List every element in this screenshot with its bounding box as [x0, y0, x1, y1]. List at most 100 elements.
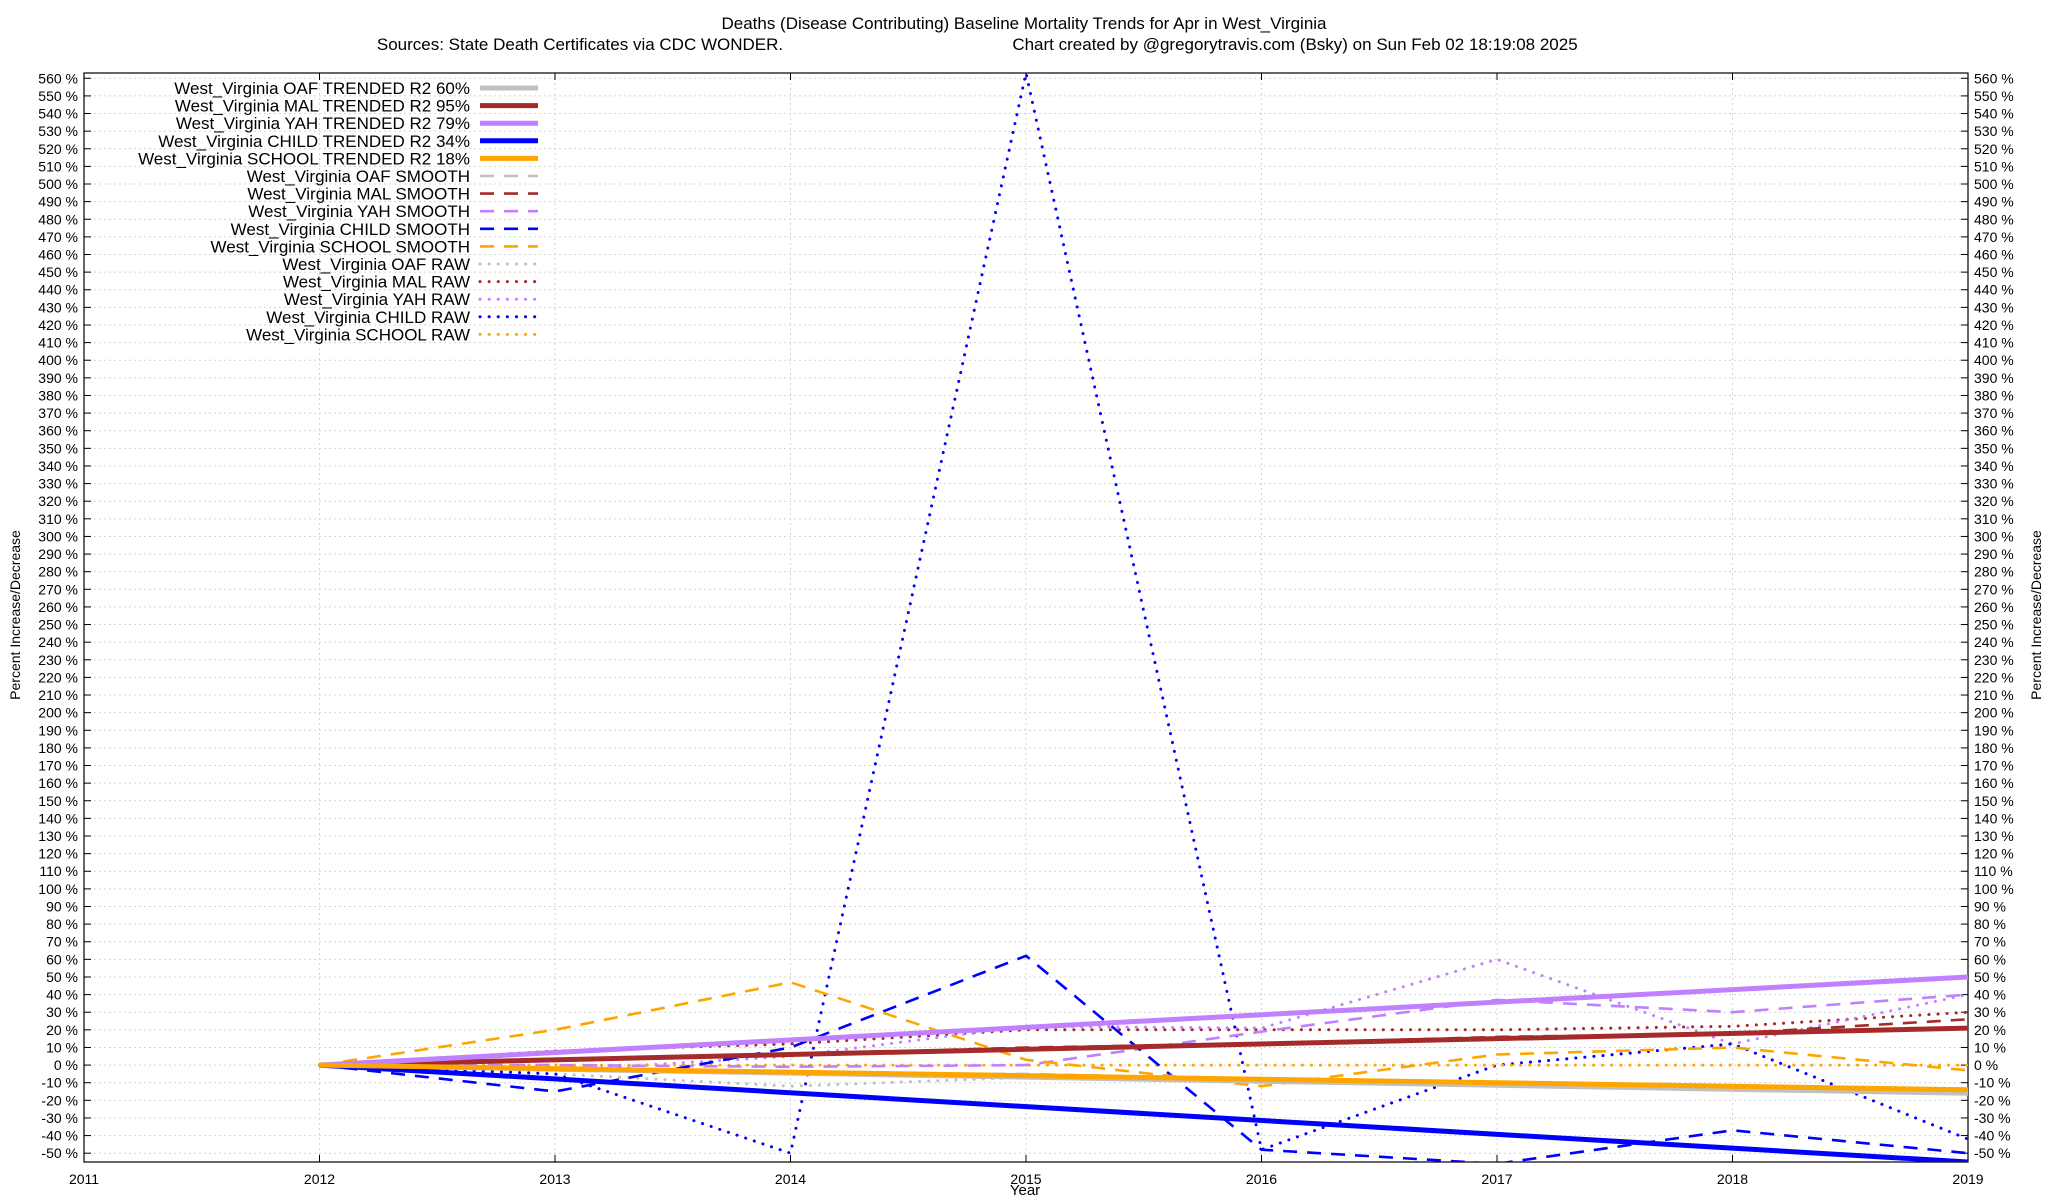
y-tick-label: 430 % — [38, 299, 78, 315]
y-axis-label-left: Percent Increase/Decrease — [7, 530, 23, 700]
x-axis: 2011 2012 2013 2014 2015 2016 2017 2018 2019 — [69, 73, 1984, 1187]
y-tick-label: 90 % — [46, 898, 78, 914]
y-tick-label-right: 470 % — [1974, 229, 2014, 245]
y-tick-label-right: 310 % — [1974, 511, 2014, 527]
y-tick-label-right: -20 % — [1974, 1092, 2011, 1108]
y-tick-label: -20 % — [41, 1092, 78, 1108]
y-tick-label-right: 510 % — [1974, 158, 2014, 174]
y-tick-label-right: 210 % — [1974, 687, 2014, 703]
y-tick-label: 350 % — [38, 440, 78, 456]
x-tick-label: 2013 — [539, 1171, 570, 1187]
y-tick-label: 100 % — [38, 881, 78, 897]
y-tick-label: 110 % — [39, 863, 78, 879]
y-tick-label: 240 % — [38, 634, 78, 650]
y-tick-label-right: 440 % — [1974, 282, 2014, 298]
y-tick-label: 120 % — [38, 846, 78, 862]
y-tick-label: 20 % — [46, 1022, 78, 1038]
y-tick-label: 170 % — [38, 758, 78, 774]
y-tick-label: 500 % — [38, 176, 78, 192]
y-tick-label: 130 % — [38, 828, 78, 844]
legend-label: West_Virginia CHILD SMOOTH — [231, 220, 470, 239]
y-tick-label-right: 80 % — [1974, 916, 2006, 932]
y-tick-label-right: 360 % — [1974, 423, 2014, 439]
y-tick-label: 420 % — [38, 317, 78, 333]
legend-label: West_Virginia YAH TRENDED R2 79% — [176, 114, 470, 133]
x-axis-label: Year — [1010, 1182, 1040, 1199]
y-tick-label: 370 % — [38, 405, 78, 421]
y-tick-label: 480 % — [38, 211, 78, 227]
y-tick-label: -30 % — [41, 1110, 78, 1126]
y-tick-label-right: 540 % — [1974, 106, 2014, 122]
y-tick-label-right: 30 % — [1974, 1004, 2006, 1020]
y-tick-label: 30 % — [46, 1004, 78, 1020]
y-tick-label: 200 % — [38, 705, 78, 721]
y-tick-label-right: 280 % — [1974, 564, 2014, 580]
legend-label: West_Virginia OAF TRENDED R2 60% — [174, 79, 470, 98]
y-tick-label: 410 % — [38, 335, 78, 351]
y-tick-label: 510 % — [38, 158, 78, 174]
y-tick-label: 230 % — [38, 652, 78, 668]
y-tick-label: 390 % — [38, 370, 78, 386]
y-tick-label-right: 20 % — [1974, 1022, 2006, 1038]
y-tick-label-right: 550 % — [1974, 88, 2014, 104]
y-tick-label-right: 70 % — [1974, 934, 2006, 950]
y-tick-label-right: 520 % — [1974, 141, 2014, 157]
y-tick-label: 470 % — [38, 229, 78, 245]
y-tick-label-right: 160 % — [1974, 775, 2014, 791]
x-tick-label: 2019 — [1952, 1171, 1983, 1187]
legend-label: West_Virginia MAL RAW — [283, 273, 470, 292]
y-tick-label-right: 120 % — [1974, 846, 2014, 862]
series-line-child-smooth — [319, 954, 1968, 1162]
series-line-school-smooth — [319, 980, 1968, 1088]
y-tick-label: 140 % — [38, 810, 78, 826]
series-line-yah-trended — [319, 974, 1968, 1068]
legend: West_Virginia OAF TRENDED R2 60% West_Vir… — [138, 79, 540, 344]
y-tick-label-right: 270 % — [1974, 581, 2014, 597]
y-tick-label-right: 400 % — [1974, 352, 2014, 368]
y-tick-label-right: 530 % — [1974, 123, 2014, 139]
y-tick-label: 530 % — [38, 123, 78, 139]
y-tick-label-right: 560 % — [1974, 70, 2014, 86]
y-tick-label-right: 460 % — [1974, 247, 2014, 263]
y-tick-label: 150 % — [38, 793, 78, 809]
y-tick-label: -40 % — [41, 1128, 78, 1144]
y-tick-label: -10 % — [41, 1075, 78, 1091]
y-tick-label: 220 % — [38, 669, 78, 685]
y-tick-label-right: 380 % — [1974, 387, 2014, 403]
y-tick-label-right: 370 % — [1974, 405, 2014, 421]
y-tick-label-right: 60 % — [1974, 951, 2006, 967]
series-line-child-trended — [319, 1062, 1968, 1162]
y-tick-label: 210 % — [38, 687, 78, 703]
y-tick-label-right: 90 % — [1974, 898, 2006, 914]
y-tick-label: 190 % — [38, 722, 78, 738]
series-lines — [318, 73, 1968, 1162]
y-tick-label: 550 % — [38, 88, 78, 104]
chart-title: Deaths (Disease Contributing) Baseline M… — [721, 14, 1327, 33]
series-line-yah-raw — [318, 957, 1968, 1072]
y-tick-label-right: 140 % — [1974, 810, 2014, 826]
y-tick-label: 160 % — [38, 775, 78, 791]
y-tick-label-right: 240 % — [1974, 634, 2014, 650]
y-tick-label-right: 450 % — [1974, 264, 2014, 280]
y-tick-label-right: 410 % — [1974, 335, 2014, 351]
y-tick-label: 380 % — [38, 387, 78, 403]
y-tick-label: 450 % — [38, 264, 78, 280]
y-tick-label-right: 260 % — [1974, 599, 2014, 615]
y-tick-label-right: 420 % — [1974, 317, 2014, 333]
y-tick-label: 330 % — [38, 476, 78, 492]
y-tick-label: 250 % — [38, 617, 78, 633]
y-tick-label-right: 320 % — [1974, 493, 2014, 509]
y-tick-label-right: 10 % — [1974, 1039, 2006, 1055]
y-tick-label: 180 % — [38, 740, 78, 756]
y-tick-label: 260 % — [38, 599, 78, 615]
legend-label: West_Virginia CHILD RAW — [266, 308, 470, 327]
x-tick-label: 2015 — [1010, 1171, 1041, 1187]
y-tick-label-right: 430 % — [1974, 299, 2014, 315]
y-axis-right: -50 %-40 % -30 % -20 %-10 % 0 % 10 %20 % 30 %… — [1961, 70, 2014, 1161]
legend-label: West_Virginia SCHOOL RAW — [246, 325, 470, 344]
y-tick-label: 70 % — [46, 934, 78, 950]
y-tick-label-right: -30 % — [1974, 1110, 2011, 1126]
chart-subtitle-right: Chart created by @gregorytravis.com (Bsk… — [1012, 35, 1577, 54]
y-tick-label: 540 % — [38, 106, 78, 122]
